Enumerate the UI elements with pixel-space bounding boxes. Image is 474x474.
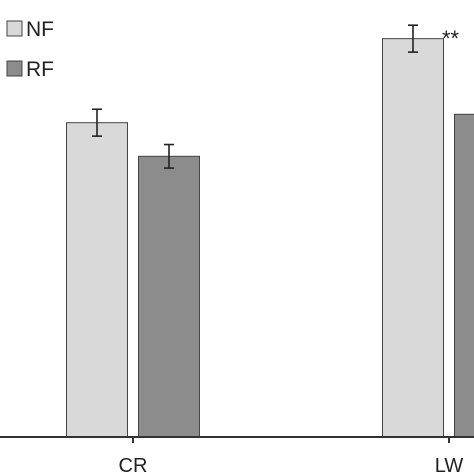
x-tick-label-lw: LW <box>435 455 464 474</box>
x-tick-label-cr: CR <box>119 455 148 474</box>
legend: NF RF <box>6 18 54 81</box>
bar-rf-cr <box>138 155 200 438</box>
error-bar-rf-cr <box>164 143 174 169</box>
legend-label-rf: RF <box>26 58 54 81</box>
legend-label-nf: NF <box>26 18 54 41</box>
legend-swatch-rf <box>6 60 23 77</box>
error-bars-layer <box>92 24 418 169</box>
bar-nf-lw <box>382 38 444 438</box>
legend-swatch-nf <box>6 20 23 37</box>
significance-annotation: ** <box>442 26 460 51</box>
error-bar-nf-lw <box>408 24 418 53</box>
x-ticks-layer: CR LW <box>119 437 464 474</box>
bar-nf-cr <box>66 122 128 438</box>
bar-rf-lw <box>454 113 474 438</box>
error-bar-nf-cr <box>92 108 102 137</box>
bars-layer <box>66 38 474 438</box>
